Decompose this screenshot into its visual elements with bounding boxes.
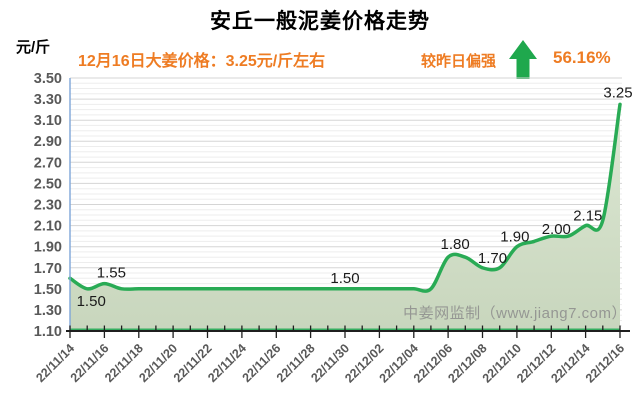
chart-title: 安丘一般泥姜价格走势: [210, 10, 430, 33]
svg-text:3.25: 3.25: [603, 84, 632, 101]
x-axis-ticks: [69, 325, 621, 338]
svg-text:2.70: 2.70: [34, 155, 62, 171]
svg-text:3.50: 3.50: [34, 71, 62, 87]
svg-text:1.80: 1.80: [440, 236, 469, 253]
svg-text:1.55: 1.55: [97, 265, 126, 282]
trend-percent: 56.16%: [553, 48, 611, 67]
svg-text:1.50: 1.50: [77, 293, 106, 310]
svg-text:1.90: 1.90: [500, 229, 529, 246]
point-labels: 1.50 1.55 1.50 1.80 1.70 1.90 2.002.15 3.25: [77, 84, 633, 309]
svg-text:1.50: 1.50: [330, 270, 359, 287]
svg-text:3.30: 3.30: [34, 92, 62, 108]
svg-text:2.00: 2.00: [542, 221, 571, 238]
x-axis-labels: 22/11/1422/11/1622/11/1822/11/2022/11/22…: [33, 341, 627, 385]
svg-text:1.90: 1.90: [34, 240, 62, 256]
svg-text:2.30: 2.30: [34, 198, 62, 214]
svg-text:2.15: 2.15: [573, 207, 602, 224]
line-series: [68, 102, 622, 293]
svg-text:3.10: 3.10: [34, 113, 62, 129]
svg-text:22/12/16: 22/12/16: [583, 341, 627, 385]
y-axis-unit-label: 元/斤: [16, 39, 51, 56]
watermark: 中姜网监制（www.jiang7.com）: [403, 305, 627, 322]
svg-text:2.10: 2.10: [34, 219, 62, 235]
svg-text:2.90: 2.90: [34, 134, 62, 150]
up-arrow-shape: [509, 40, 537, 79]
svg-text:1.30: 1.30: [34, 303, 62, 319]
price-subtitle: 12月16日大姜价格：3.25元/斤左右: [78, 53, 326, 70]
svg-text:1.10: 1.10: [34, 324, 62, 340]
svg-text:1.70: 1.70: [478, 250, 507, 267]
y-axis-labels: 1.10 1.30 1.50 1.70 1.90 2.10 2.30 2.50 2.70 2.90…: [34, 71, 62, 340]
up-arrow-icon: [509, 40, 537, 79]
trend-label: 较昨日偏强: [421, 53, 497, 70]
svg-text:1.50: 1.50: [34, 282, 62, 298]
area-series: [70, 104, 620, 332]
svg-text:1.70: 1.70: [34, 261, 62, 277]
svg-text:2.50: 2.50: [34, 176, 62, 192]
